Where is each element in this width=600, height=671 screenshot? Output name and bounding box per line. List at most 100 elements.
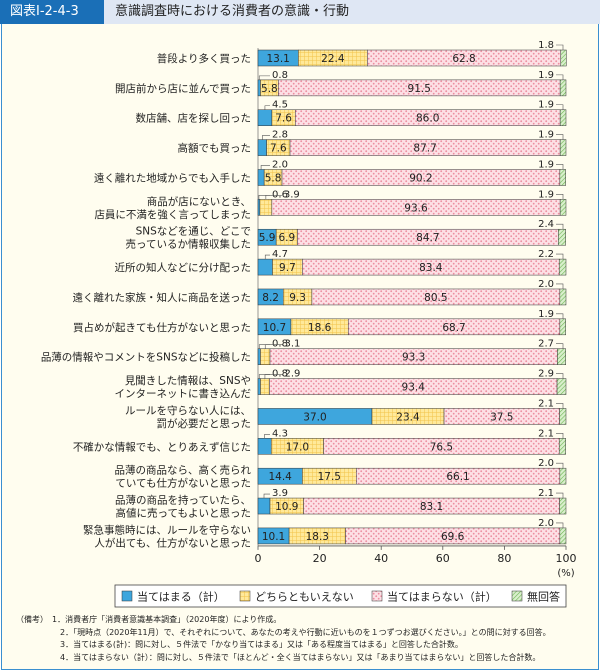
- data-label-no-answer: 2.9: [538, 369, 554, 380]
- category-label: 店員に不満を強く言ってしまった: [94, 208, 251, 221]
- data-label: 5.9: [259, 232, 276, 244]
- footnote: （備考） 1．消費者庁「消費者意識基本調査」（2020年度）により作成。: [16, 615, 282, 624]
- data-label: 93.3: [402, 352, 425, 364]
- bar-segment: [559, 527, 567, 545]
- data-label-outside: 4.7: [272, 249, 288, 260]
- category-label: 品薄の商品なら、高く売られ: [115, 464, 252, 477]
- category-label: 不確かな情報でも、とりあえず信じた: [73, 440, 251, 453]
- legend-swatch: [121, 590, 133, 602]
- data-label-no-answer: 2.4: [538, 219, 554, 230]
- leader-line: [263, 493, 270, 499]
- bar-segment: [559, 139, 567, 156]
- category-label: 品薄の商品を持っていたら、: [115, 494, 251, 507]
- legend-swatch: [511, 590, 523, 602]
- leader-line: [264, 254, 270, 260]
- category-label: 品薄の情報やコメントをSNSなどに投稿した: [41, 351, 251, 364]
- data-label-no-answer: 2.1: [538, 398, 554, 409]
- figure-number: 図表Ⅰ-2-4-3: [0, 0, 104, 24]
- x-axis-unit: (%): [557, 568, 574, 579]
- leader-line: [556, 223, 564, 230]
- bar-segment: [559, 408, 567, 425]
- header-band: 図表Ⅰ-2-4-3 意識調査時における消費者の意識・行動: [0, 0, 600, 24]
- bar-segment: [559, 199, 567, 216]
- data-label: 37.5: [490, 411, 513, 423]
- data-label: 9.7: [279, 262, 296, 274]
- category-label: 数店舗、店を探し回った: [136, 112, 252, 125]
- data-label: 62.8: [452, 53, 475, 65]
- bar-segment: [556, 378, 567, 395]
- category-label: SNSなどを通じ、どこで: [136, 226, 251, 238]
- bar-segment: [558, 438, 566, 455]
- category-label: 遠く離れた家族・知人に商品を送った: [73, 291, 252, 304]
- leader-line: [556, 253, 564, 260]
- bar-segment: [257, 109, 273, 126]
- leader-line: [264, 374, 283, 379]
- data-label-no-answer: 2.1: [538, 428, 554, 439]
- data-label-no-answer: 1.9: [538, 309, 554, 320]
- data-label-no-answer: 1.9: [538, 100, 554, 111]
- legend: [114, 584, 567, 608]
- category-label: 高値に売ってもよいと思った: [116, 507, 251, 520]
- category-label: 罰が必要だと思った: [157, 417, 252, 430]
- bar-segment: [257, 497, 271, 515]
- data-label: 8.2: [262, 292, 279, 304]
- data-label-no-answer: 2.0: [538, 279, 554, 290]
- bar-segment: [559, 467, 567, 485]
- data-label: 5.8: [265, 172, 282, 184]
- category-label: 売っているか情報収集した: [126, 238, 251, 251]
- category-label: 人が出ても、仕方がないと思った: [94, 536, 251, 549]
- legend-label: 当てはまらない（計）: [387, 590, 497, 604]
- legend-label: 無回答: [527, 590, 560, 604]
- leader-line: [556, 522, 564, 528]
- bar-segment: [558, 228, 566, 246]
- data-label-no-answer: 2.7: [538, 339, 554, 350]
- bar-segment: [559, 318, 566, 336]
- leader-line: [258, 75, 270, 80]
- data-label: 6.9: [278, 232, 295, 244]
- data-label-outside: 2.9: [285, 369, 301, 380]
- data-label-outside: 4.5: [272, 100, 288, 111]
- category-label: 見聞きした情報は、SNSや: [125, 374, 251, 387]
- data-label: 83.4: [419, 262, 443, 274]
- legend-swatch: [371, 590, 383, 602]
- bar-segment: [257, 258, 273, 276]
- bar-segment: [257, 438, 272, 455]
- leader-line: [556, 373, 564, 379]
- data-label: 86.0: [416, 113, 439, 125]
- leader-line: [264, 344, 283, 349]
- leader-line: [265, 195, 282, 200]
- leader-line: [258, 195, 270, 200]
- leader-line: [264, 434, 270, 439]
- data-label: 91.5: [408, 83, 431, 95]
- data-label-outside: 0.6: [272, 189, 288, 200]
- leader-line: [264, 105, 270, 110]
- category-label: 買占めが起きても仕方がないと思った: [73, 321, 251, 334]
- category-label: 開店前から店に並んで買った: [115, 82, 251, 95]
- bar-segment: [259, 199, 273, 216]
- data-label: 18.6: [308, 322, 332, 334]
- leader-line: [556, 74, 564, 80]
- bar-segment: [257, 348, 261, 365]
- bar-segment: [559, 79, 567, 97]
- data-label-no-answer: 2.1: [538, 488, 554, 499]
- data-label: 5.8: [261, 83, 278, 95]
- data-label: 90.2: [409, 172, 432, 184]
- leader-line: [556, 343, 564, 349]
- category-label: 近所の知人などに分け配った: [115, 261, 252, 274]
- bar-segment: [559, 497, 567, 515]
- data-label: 7.6: [275, 113, 292, 125]
- leader-line: [258, 374, 270, 379]
- data-label: 17.0: [286, 441, 309, 453]
- data-label: 7.6: [270, 143, 287, 155]
- bar-segment: [560, 49, 567, 67]
- leader-line: [556, 403, 564, 409]
- footnote: 4．当てはまらない（計）：問に対し、５件法で「ほとんど・全く当てはまらない」又は…: [60, 652, 541, 662]
- bar-segment: [257, 139, 267, 156]
- data-label-no-answer: 2.0: [538, 518, 554, 529]
- data-label-outside: 3.9: [272, 488, 288, 499]
- footnote: 2．「現時点（2020年11月）で、それぞれについて、あなたの考えや行動に近いも…: [60, 627, 551, 637]
- bar-segment: [257, 169, 265, 186]
- category-label: 高額でも買った: [178, 142, 252, 155]
- data-label-outside: 0.8: [272, 70, 288, 81]
